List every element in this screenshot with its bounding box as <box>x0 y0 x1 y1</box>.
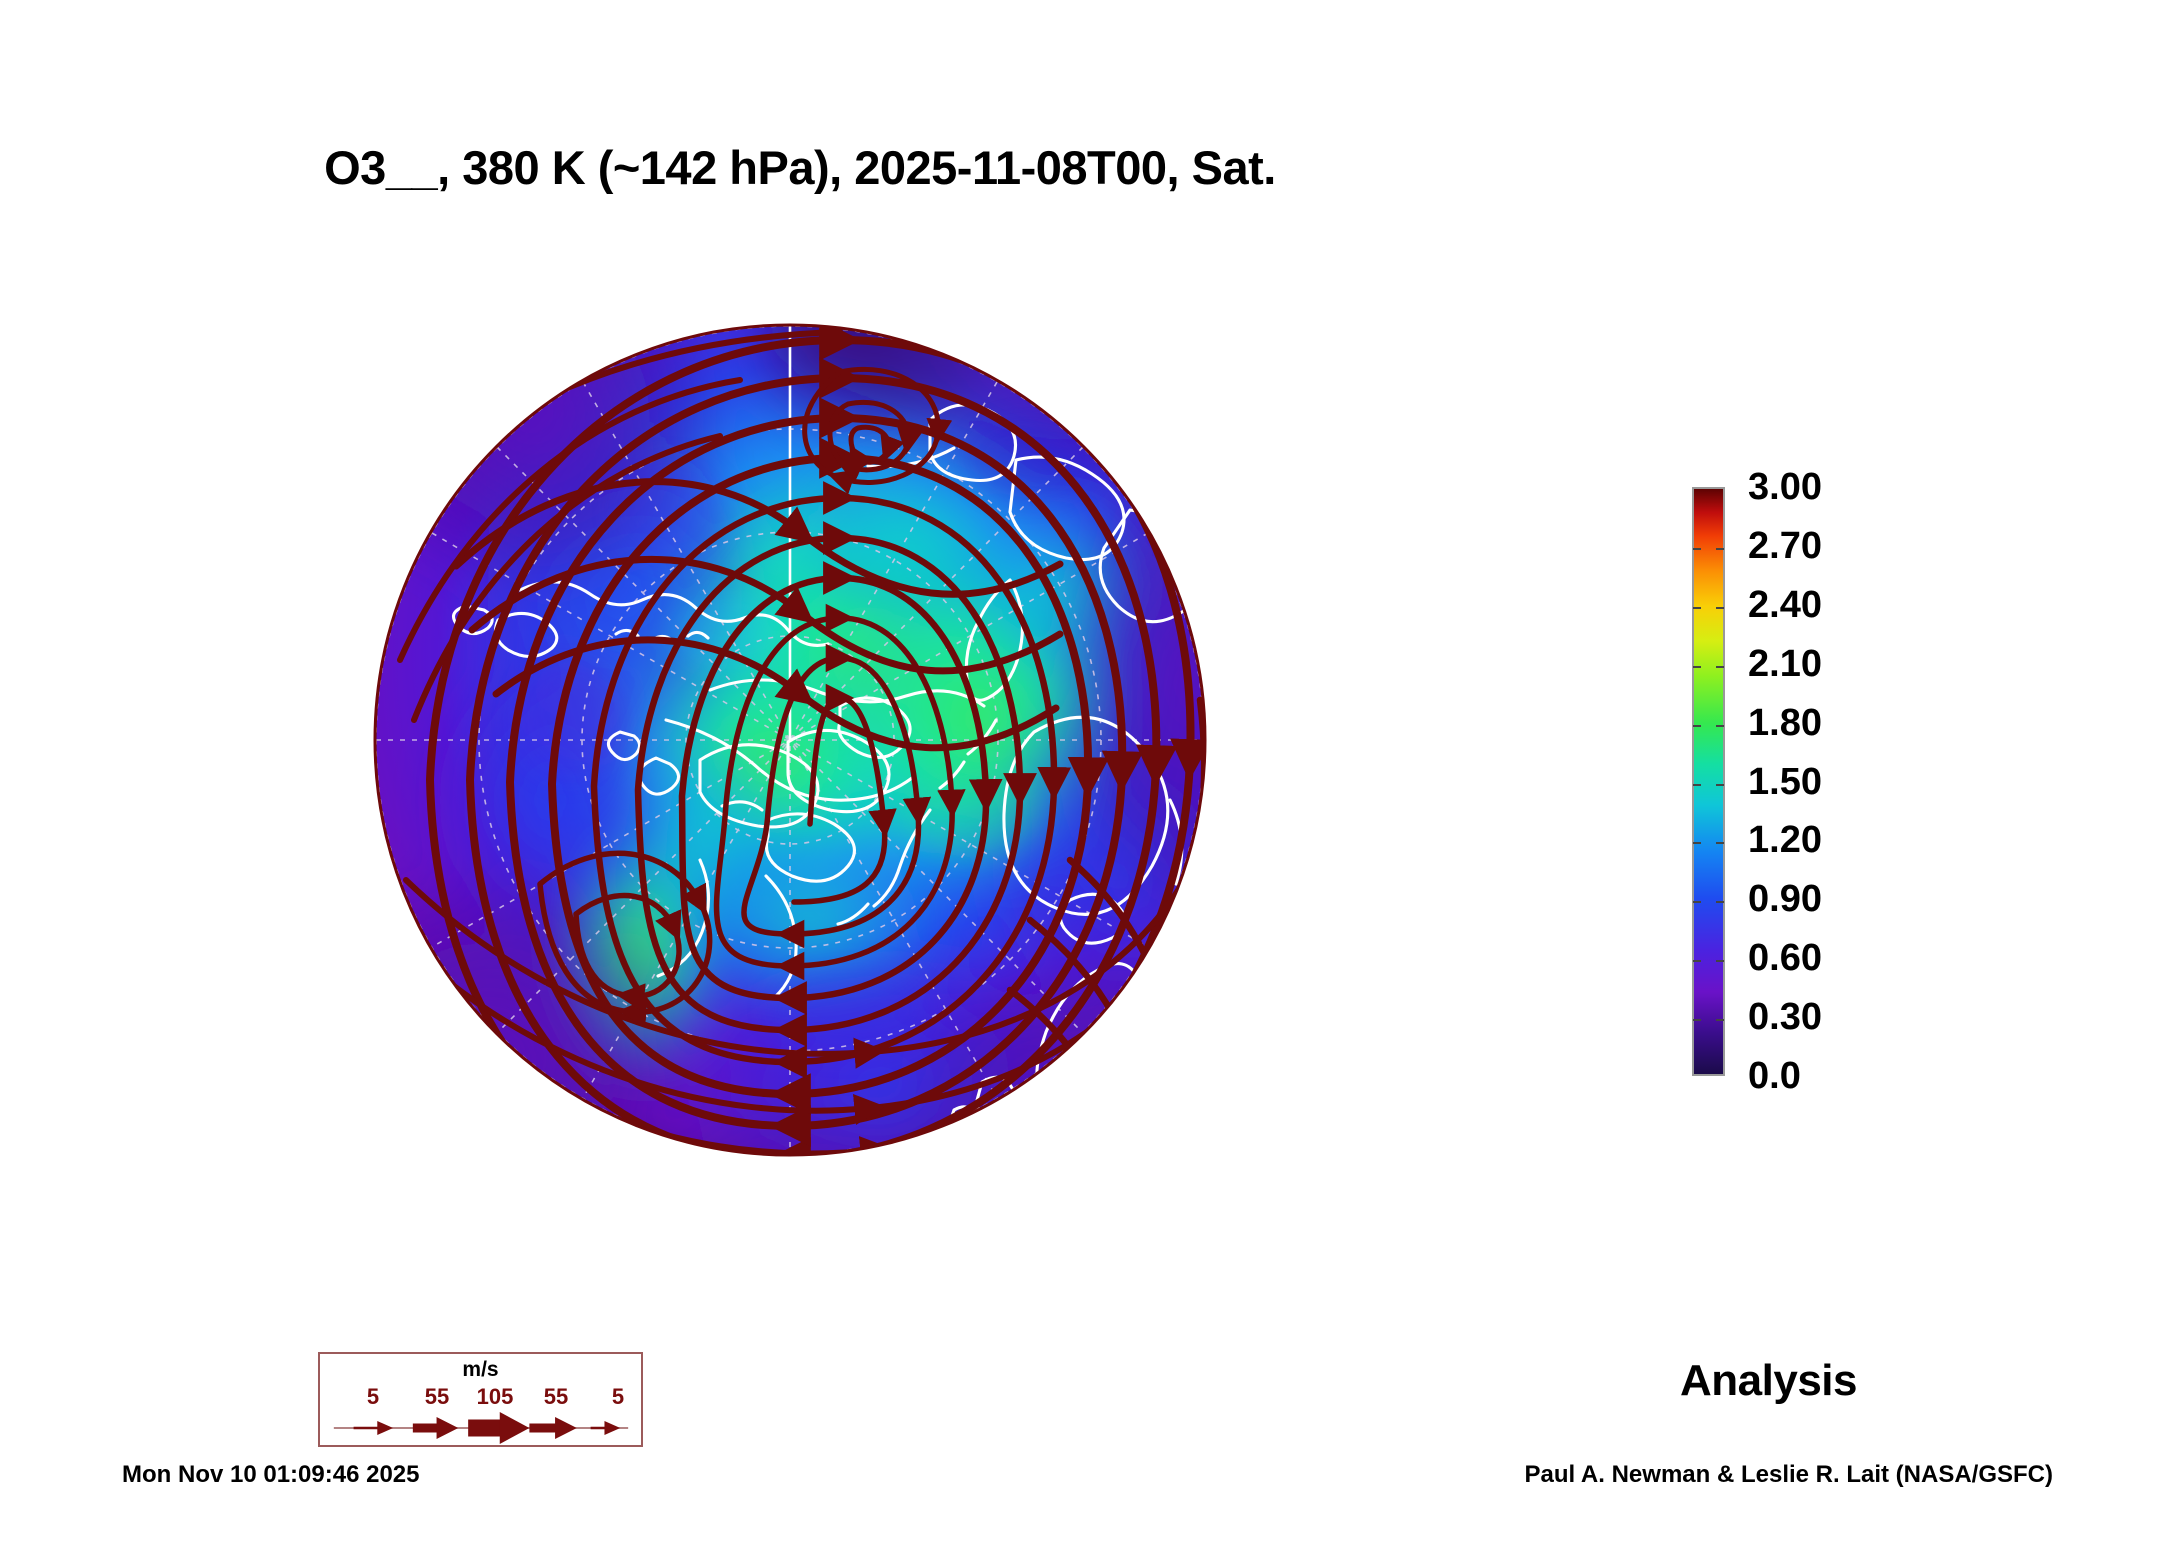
colorbar-tick <box>1716 960 1724 963</box>
colorbar-tick <box>1693 901 1701 904</box>
colorbar-tick <box>1693 547 1701 550</box>
colorbar-tick <box>1716 783 1724 786</box>
generation-timestamp: Mon Nov 10 01:09:46 2025 <box>122 1461 420 1488</box>
author-credit: Paul A. Newman & Leslie R. Lait (NASA/GS… <box>1524 1461 2053 1488</box>
colorbar-tick <box>1693 783 1701 786</box>
colorbar-tick-label: 0.0 <box>1748 1055 1801 1097</box>
page-title: O3__, 380 K (~142 hPa), 2025-11-08T00, S… <box>324 141 1276 194</box>
colorbar-tick-label: 0.30 <box>1748 996 1822 1039</box>
colorbar-tick <box>1693 606 1701 609</box>
wind-arrow-scale <box>333 1412 629 1444</box>
colorbar-gradient <box>1694 489 1723 1074</box>
colorbar-tick-label: 2.10 <box>1748 642 1822 685</box>
colorbar-tick-label: 0.90 <box>1748 878 1822 921</box>
colorbar-tick-label: 2.40 <box>1748 583 1822 626</box>
colorbar-tick <box>1716 724 1724 727</box>
wind-speed-value: 5 <box>611 1384 625 1409</box>
colorbar-tick <box>1716 547 1724 550</box>
wind-speed-value: 55 <box>543 1384 569 1409</box>
colorbar-tick <box>1716 606 1724 609</box>
colorbar-tick <box>1693 665 1701 668</box>
colorbar-tick-label: 0.60 <box>1748 937 1822 980</box>
analysis-label: Analysis <box>1680 1356 1857 1405</box>
colorbar-tick-label: 2.70 <box>1748 524 1822 567</box>
polar-map <box>370 160 1210 1320</box>
wind-unit-label: m/s <box>462 1358 499 1381</box>
colorbar-tick-label: 1.20 <box>1748 819 1822 862</box>
colorbar-tick <box>1716 665 1724 668</box>
colorbar-tick <box>1716 842 1724 845</box>
colorbar-tick <box>1693 724 1701 727</box>
globe-rim <box>373 323 1207 1157</box>
colorbar-tick-label: 3.00 <box>1748 466 1822 508</box>
colorbar-labels: 3.00 2.70 2.40 2.10 1.80 1.50 1.20 0.90 0.60 0.30… <box>1748 468 1948 1095</box>
wind-speed-value: 55 <box>424 1384 450 1409</box>
wind-speed-value: 5 <box>366 1384 380 1409</box>
colorbar-tick <box>1716 901 1724 904</box>
colorbar-tick <box>1693 960 1701 963</box>
colorbar-tick <box>1716 1019 1724 1022</box>
colorbar-tick-label: 1.80 <box>1748 701 1822 744</box>
colorbar <box>1692 487 1725 1076</box>
polar-map-canvas <box>373 323 1207 1157</box>
colorbar-tick <box>1693 842 1701 845</box>
colorbar-tick <box>1693 1019 1701 1022</box>
wind-speed-legend: m/s 5 55 105 55 5 <box>318 1352 643 1447</box>
colorbar-tick-label: 1.50 <box>1748 760 1822 803</box>
wind-speed-value: 105 <box>476 1384 514 1409</box>
